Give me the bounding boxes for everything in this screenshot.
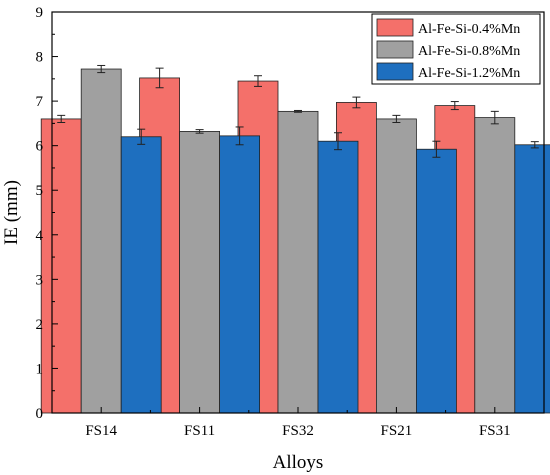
x-tick-label: FS11 [184, 423, 215, 439]
error-bar [235, 126, 244, 146]
error-bar [155, 67, 164, 89]
x-tick-label: FS32 [282, 423, 314, 439]
legend-swatch [376, 40, 414, 59]
y-tick-label: 1 [36, 361, 44, 377]
y-tick-label: 7 [36, 94, 44, 110]
error-bar [137, 128, 146, 145]
error-bar [392, 114, 401, 123]
bar [415, 148, 457, 414]
y-tick-label: 6 [36, 139, 44, 155]
y-axis-title: IE (mm) [1, 180, 22, 245]
bar [375, 118, 417, 414]
y-tick-label: 4 [36, 228, 44, 244]
y-axis: 0 1 2 3 4 5 6 7 8 9 [36, 5, 58, 422]
x-tick-label: FS31 [479, 423, 511, 439]
bar [40, 118, 82, 414]
legend: Al-Fe-Si-0.4%Mn Al-Fe-Si-0.8%Mn Al-Fe-Si-1… [371, 13, 541, 85]
bar [120, 136, 162, 414]
legend-swatch [376, 62, 414, 81]
bar [474, 117, 516, 414]
legend-swatch [376, 18, 414, 37]
error-bar [294, 109, 302, 113]
y-tick-label: 3 [36, 272, 44, 288]
x-axis: FS14 FS11 FS32 FS21 FS31 [85, 407, 511, 439]
x-tick-label: FS14 [85, 423, 117, 439]
bars-layer [40, 68, 550, 414]
error-bar [530, 141, 539, 149]
error-bars-layer [57, 64, 539, 158]
error-bar [254, 75, 262, 87]
bar [277, 110, 319, 414]
error-bar [334, 132, 342, 151]
error-bar [352, 96, 361, 109]
legend-label: Al-Fe-Si-1.2%Mn [418, 66, 520, 81]
bar [179, 131, 221, 414]
x-axis-title: Alloys [273, 452, 324, 473]
x-tick-label: FS21 [381, 423, 413, 439]
error-bar [195, 129, 204, 134]
error-bar [450, 101, 459, 111]
y-tick-label: 2 [36, 317, 44, 333]
error-bar [490, 110, 499, 125]
bar [514, 144, 550, 414]
error-bar [432, 140, 441, 158]
y-tick-label: 8 [36, 50, 44, 66]
legend-label: Al-Fe-Si-0.4%Mn [418, 22, 520, 37]
y-tick-label: 5 [36, 183, 44, 199]
y-tick-label: 0 [36, 406, 44, 422]
bar [219, 135, 261, 414]
y-tick-label: 9 [36, 5, 44, 21]
error-bar [57, 114, 66, 123]
legend-label: Al-Fe-Si-0.8%Mn [418, 44, 520, 59]
error-bar [97, 64, 106, 74]
bar [317, 140, 359, 414]
bar [80, 68, 122, 414]
